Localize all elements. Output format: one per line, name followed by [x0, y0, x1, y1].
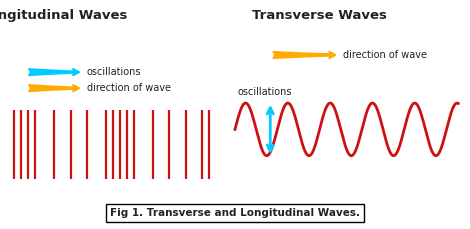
Text: Longitudinal Waves: Longitudinal Waves	[0, 9, 128, 22]
Text: oscillations: oscillations	[87, 67, 141, 77]
Text: direction of wave: direction of wave	[343, 50, 427, 60]
Text: oscillations: oscillations	[237, 87, 292, 97]
Text: direction of wave: direction of wave	[87, 83, 171, 93]
Text: Fig 1. Transverse and Longitudinal Waves.: Fig 1. Transverse and Longitudinal Waves…	[110, 208, 360, 218]
Text: Transverse Waves: Transverse Waves	[252, 9, 387, 22]
